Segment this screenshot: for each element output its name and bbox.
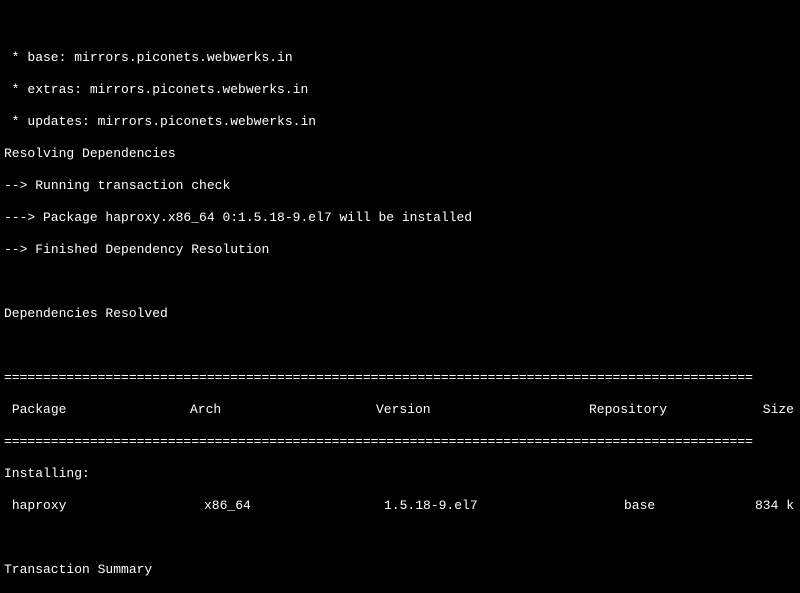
table-header: PackageArchVersionRepositorySize [4,402,796,418]
tx-summary-title: Transaction Summary [4,562,796,578]
mirror-extras: * extras: mirrors.piconets.webwerks.in [4,82,796,98]
blank-1 [4,274,796,290]
table-row: haproxyx86_641.5.18-9.el7base834 k [4,498,796,514]
blank-3 [4,530,796,546]
finished-resolution: --> Finished Dependency Resolution [4,242,796,258]
blank-2 [4,338,796,354]
pkg-will-install: ---> Package haproxy.x86_64 0:1.5.18-9.e… [4,210,796,226]
mirror-updates: * updates: mirrors.piconets.webwerks.in [4,114,796,130]
mirror-base: * base: mirrors.piconets.webwerks.in [4,50,796,66]
resolving-deps: Resolving Dependencies [4,146,796,162]
run-tx-check: --> Running transaction check [4,178,796,194]
divider-1: ========================================… [4,370,796,386]
divider-2: ========================================… [4,434,796,450]
terminal-output: * base: mirrors.piconets.webwerks.in * e… [0,32,800,593]
deps-resolved: Dependencies Resolved [4,306,796,322]
installing-section: Installing: [4,466,796,482]
